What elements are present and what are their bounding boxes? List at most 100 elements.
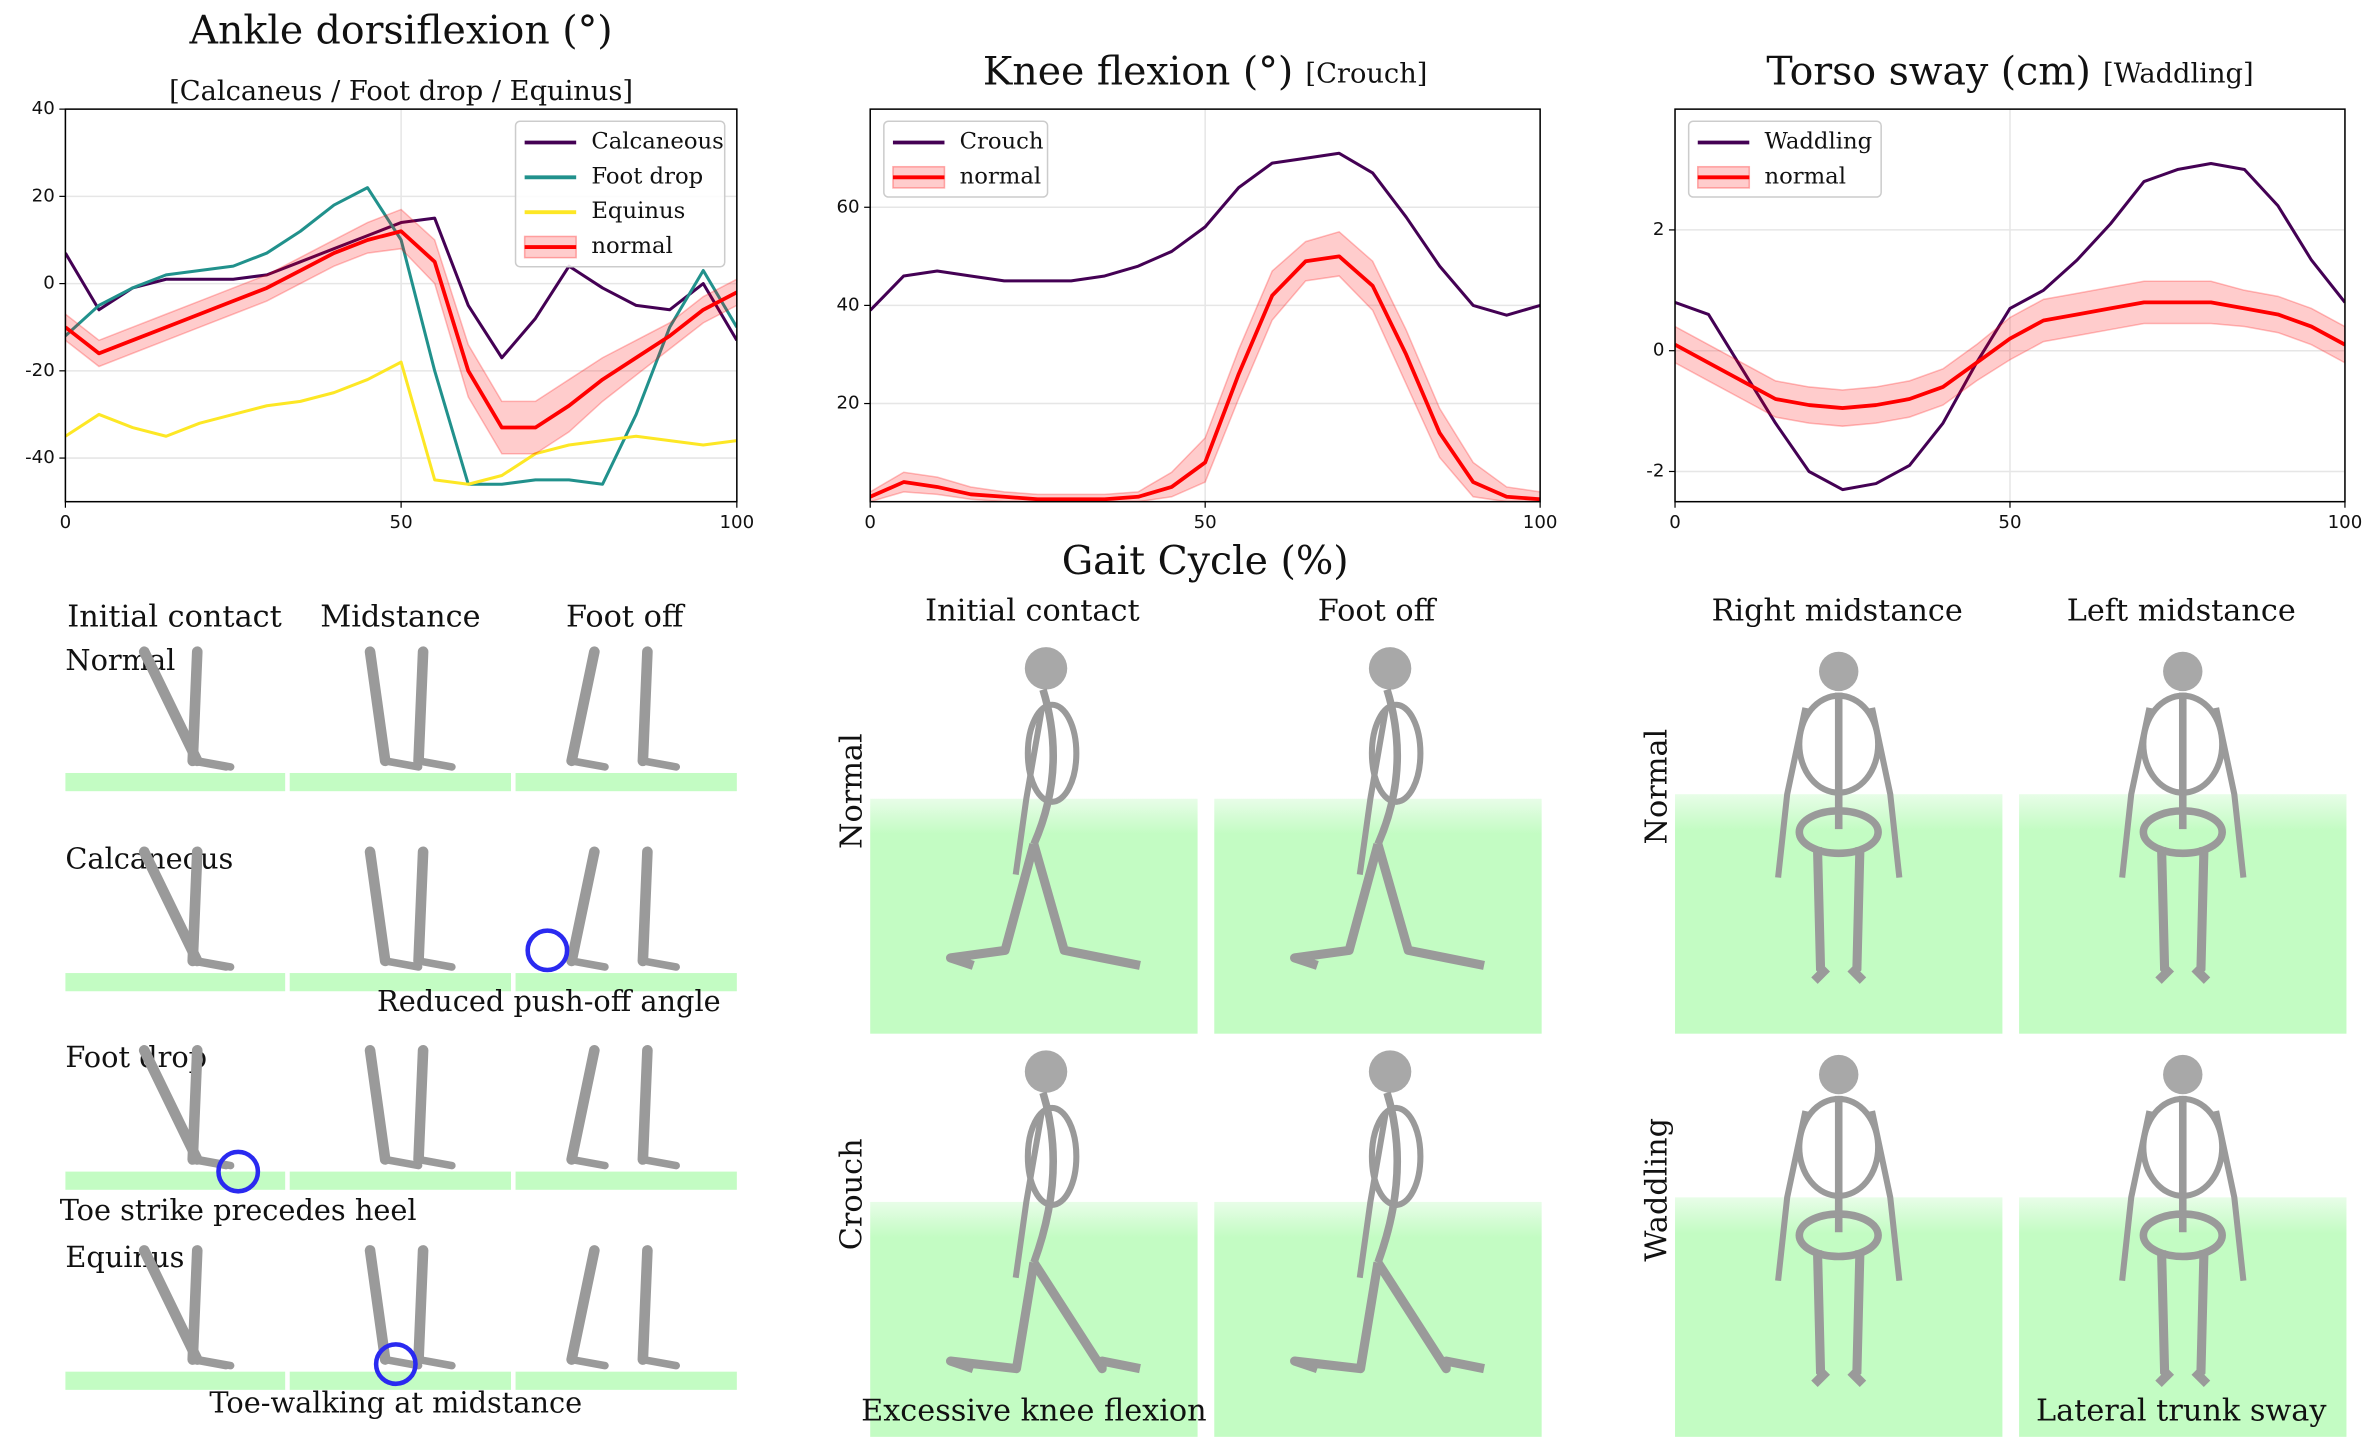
highlight-circle [525,928,570,973]
bone [364,1245,391,1365]
ground [2019,1197,2347,1437]
skull [2163,1054,2203,1095]
series-line [65,216,737,360]
plot-area [1675,161,2345,492]
bone [364,646,391,767]
foot [567,1355,609,1370]
ground [65,1171,286,1190]
foot [414,1355,456,1370]
chart-title: Ankle dorsiflexion (°) [189,7,613,53]
ground [65,1371,286,1390]
y-tick-label: 60 [836,196,859,217]
pelvis [2139,807,2226,858]
arm [1012,1113,1045,1279]
bone [637,846,653,967]
leg [1030,1260,1141,1374]
x-tick-label: 50 [390,512,413,533]
x-tick-label: 0 [60,512,72,533]
leg [1373,842,1485,970]
column-header: Left midstance [2067,593,2296,628]
axes-frame [64,108,738,503]
arm [1869,1110,1903,1282]
foot [639,957,680,971]
axes-frame [1674,108,2346,503]
leg [945,843,1039,970]
foot [188,757,230,771]
annotation: Excessive knee flexion [861,1394,1207,1429]
row-label: Foot drop [65,1040,207,1074]
title-text: Knee flexion (°) [983,48,1293,94]
leg [1847,1250,1867,1388]
leg [945,1261,1039,1374]
row-label: Crouch [835,1138,870,1250]
ground [1214,798,1542,1034]
x-tick-label: 100 [2328,512,2363,533]
leg [1811,1250,1830,1388]
arm [2119,1110,2153,1282]
arm [2119,707,2153,878]
ground [1214,1201,1542,1437]
skull [2163,651,2203,692]
y-tick-label: 40 [32,98,55,119]
bone [413,1045,429,1165]
arm [1356,710,1389,875]
legend-label: Calcaneous [591,128,724,154]
foot [188,957,230,971]
row-label: Waddling [1639,1118,1674,1262]
foot [381,957,423,971]
legend-box [514,120,726,268]
ribcage [1024,1104,1080,1208]
foot [567,957,609,971]
foot [381,1355,423,1370]
bone [187,846,203,967]
arm [2213,1110,2247,1282]
column-header: Initial contact [925,593,1140,628]
title-text: Torso sway (cm) [1766,48,2091,94]
band [1675,280,2345,427]
foot [567,757,609,771]
chart-title: Torso sway (cm) [Waddling] [1766,48,2253,94]
foot [188,1355,230,1370]
ground [515,772,737,792]
ground [515,1171,737,1190]
ground [65,772,286,792]
ground [289,973,512,992]
annotation: Reduced push-off angle [377,984,721,1018]
column-header: Midstance [320,599,480,634]
ground [870,798,1198,1034]
bone [187,1045,203,1165]
leg [1029,842,1141,970]
bone [566,1245,600,1365]
plot-area [870,151,1541,502]
ground [870,1201,1198,1437]
pelvis [1795,807,1882,858]
skull [1819,1054,1859,1095]
axes-frame [869,108,1541,503]
ground [2019,794,2347,1034]
leg [2155,1250,2175,1388]
subtitle-text: [Crouch] [1305,58,1427,89]
arm [1775,707,1809,878]
skull [1819,651,1859,692]
leg [2191,847,2211,984]
y-tick-label: -40 [25,447,55,468]
ground [1675,1197,2003,1437]
arm [1356,1113,1389,1279]
chart-subtitle: [Calcaneus / Foot drop / Equinus] [169,76,633,107]
legend-label: Waddling [1764,128,1872,154]
ground [1675,794,2003,1034]
foot [381,1155,423,1170]
x-tick-label: 50 [1194,512,1217,533]
highlight-circle [216,1149,261,1194]
highlight-circle [373,1342,418,1387]
bone [364,846,391,967]
foot [414,957,456,971]
series-line [1675,161,2345,492]
column-header: Foot off [566,599,686,634]
bone [413,1245,429,1365]
leg [1811,847,1830,984]
band [65,208,737,455]
series-line [870,151,1541,317]
